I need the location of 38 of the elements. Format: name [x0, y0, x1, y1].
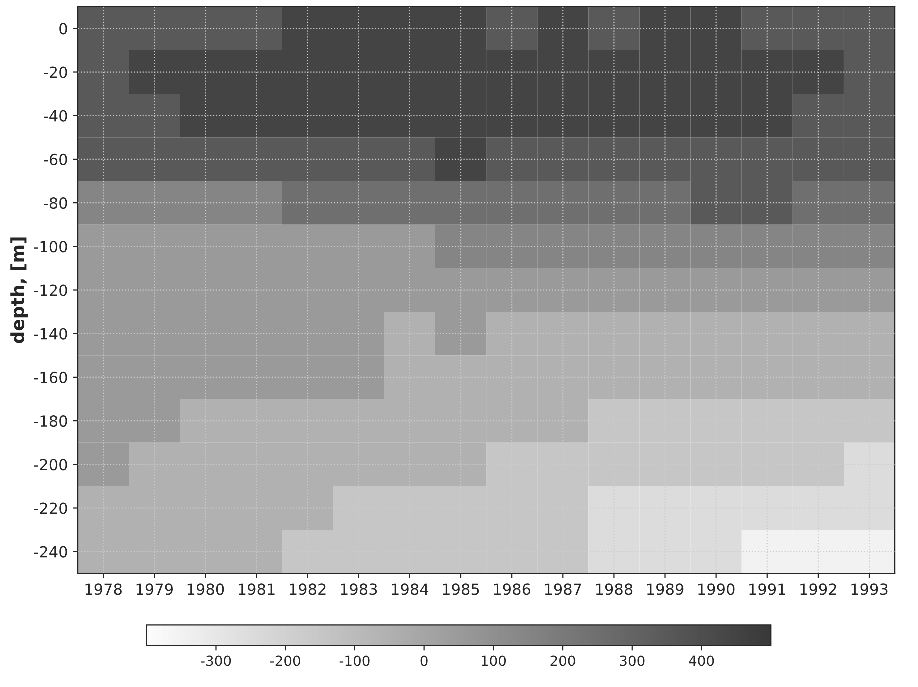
y-tick-label: -60: [44, 154, 68, 166]
x-tick-label: 1988: [596, 584, 633, 596]
x-tick-label: 1984: [392, 584, 429, 596]
y-tick-label: -120: [34, 284, 68, 296]
x-tick-label: 1987: [545, 584, 582, 596]
y-tick-label: -140: [34, 328, 68, 340]
y-axis-title: depth, [m]: [10, 238, 28, 344]
x-tick-label: 1989: [648, 584, 684, 596]
y-tick-label: -100: [34, 241, 68, 253]
y-tick-label: -20: [44, 66, 68, 78]
x-tick-label: 1980: [188, 584, 224, 596]
y-tick-label: -160: [34, 372, 68, 384]
x-tick-label: 1981: [238, 584, 275, 596]
y-tick-label: -40: [44, 110, 68, 122]
x-tick-label: 1993: [852, 584, 888, 596]
color-bar-label: 300: [620, 656, 645, 666]
x-tick-label: 1982: [290, 584, 326, 596]
color-bar-label: 100: [482, 656, 506, 666]
y-tick-label: 0: [60, 23, 68, 35]
y-tick-label: -80: [44, 198, 68, 210]
x-tick-label: 1978: [86, 584, 122, 596]
color-bar-label: 0: [420, 656, 428, 666]
x-tick-label: 1991: [750, 584, 786, 596]
x-tick-label: 1986: [494, 584, 531, 596]
y-tick-label: -220: [34, 502, 68, 514]
y-tick-label: -200: [34, 459, 68, 471]
color-bar-label: -300: [201, 656, 232, 666]
color-bar-label: -100: [340, 656, 370, 666]
x-tick-label: 1985: [443, 584, 480, 596]
x-tick-label: 1979: [136, 584, 173, 596]
y-tick-label: -240: [34, 546, 68, 558]
color-bar-label: 200: [550, 656, 576, 666]
x-tick-label: 1990: [698, 584, 735, 596]
y-tick-label: -180: [34, 416, 68, 428]
color-bar-label: 400: [689, 656, 714, 666]
x-tick-label: 1992: [800, 584, 836, 596]
color-bar-label: -200: [270, 656, 300, 666]
x-tick-label: 1983: [341, 584, 378, 596]
